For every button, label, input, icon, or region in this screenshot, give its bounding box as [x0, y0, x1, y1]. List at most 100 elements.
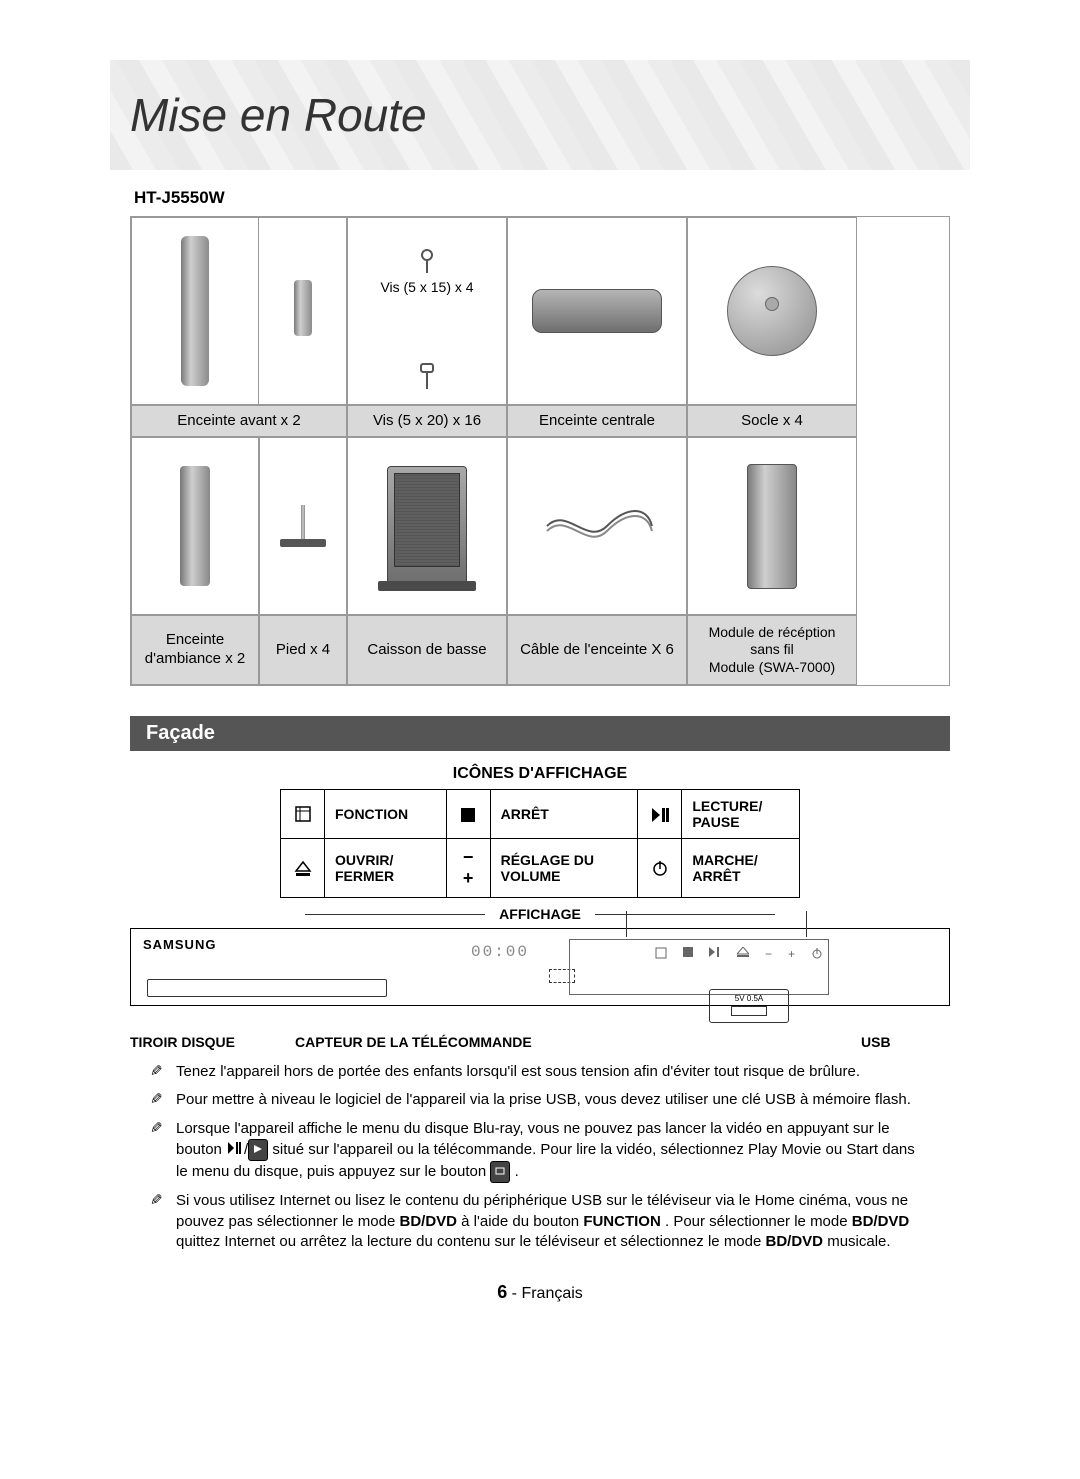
panel-fonction-icon: [655, 947, 667, 959]
part-cable-text: Câble de l'enceinte X 6: [520, 641, 674, 660]
panel-stop-icon: [683, 947, 693, 957]
inline-play-box-icon: [248, 1139, 268, 1161]
part-center-speaker-label: Enceinte centrale: [507, 405, 687, 437]
note-4-func: FUNCTION: [583, 1213, 661, 1230]
usb-slot: [731, 1006, 767, 1016]
part-socle-label: Socle x 4: [687, 405, 857, 437]
surround-icon: [180, 466, 210, 586]
panel-minus-icon: −: [765, 947, 772, 961]
part-surround-text: Enceinte d'ambiance x 2: [145, 631, 245, 669]
volume-label: RÉGLAGE DU VOLUME: [490, 839, 638, 898]
panel-play-icon: [709, 947, 721, 957]
note-4: Si vous utilisez Internet ou lisez le co…: [150, 1191, 930, 1252]
panel-power-icon: [811, 947, 823, 959]
usb-port: 5V 0.5A: [709, 989, 789, 1023]
page-footer: 6 - Français: [110, 1282, 970, 1303]
fonction-icon: [294, 805, 312, 823]
stop-icon: [460, 807, 476, 823]
part-screws-img: Vis (5 x 15) x 4: [347, 217, 507, 405]
part-foot-text: Pied x 4: [276, 641, 330, 660]
device-front-panel: SAMSUNG 00:00 − + 5V 0.5A: [130, 928, 950, 1006]
part-surround-img: [131, 437, 259, 615]
usb-label: USB: [655, 1034, 950, 1050]
foot-icon: [280, 505, 326, 547]
affichage-text: AFFICHAGE: [499, 906, 581, 922]
marche-label: MARCHE/ ARRÊT: [682, 839, 800, 898]
note-4d: quittez Internet ou arrêtez la lecture d…: [176, 1233, 766, 1250]
part-front-speaker-tap-img: [259, 217, 347, 405]
center-speaker-icon: [532, 289, 662, 333]
part-socle-text: Socle x 4: [741, 412, 803, 431]
note-4-bd1: BD/DVD: [399, 1213, 457, 1230]
part-subwoofer-img: [347, 437, 507, 615]
model-label: HT-J5550W: [134, 188, 970, 208]
part-module-text2: Module (SWA-7000): [709, 659, 835, 677]
panel-eject-icon: [737, 947, 749, 957]
part-front-speaker-text: Enceinte avant x 2: [177, 412, 300, 431]
tray-label: TIROIR DISQUE: [130, 1034, 295, 1050]
part-screws-label: Vis (5 x 20) x 16: [347, 405, 507, 437]
cable-icon: [537, 501, 657, 551]
speaker-icon: [181, 236, 209, 386]
power-icon: [651, 859, 669, 877]
note-2: Pour mettre à niveau le logiciel de l'ap…: [150, 1090, 930, 1110]
volume-icon-cell: − +: [446, 839, 490, 898]
screw-small-label: Vis (5 x 15) x 4: [380, 279, 473, 295]
socle-icon: [727, 266, 817, 356]
part-foot-img: [259, 437, 347, 615]
part-center-speaker-text: Enceinte centrale: [539, 412, 655, 431]
speaker-tap-icon: [294, 280, 312, 336]
part-subwoofer-text: Caisson de basse: [367, 641, 486, 660]
icon-table-title: ICÔNES D'AFFICHAGE: [130, 765, 950, 783]
module-icon: [747, 464, 797, 589]
note-4b: à l'aide du bouton: [461, 1213, 583, 1230]
section-facade-text: Façade: [146, 722, 215, 744]
marche-icon-cell: [638, 839, 682, 898]
icon-area: ICÔNES D'AFFICHAGE FONCTION ARRÊT LECTUR…: [130, 765, 950, 922]
subwoofer-icon: [387, 466, 467, 586]
part-cable-label: Câble de l'enceinte X 6: [507, 615, 687, 685]
lecture-label: LECTURE/ PAUSE: [682, 790, 800, 839]
note-4-bd2: BD/DVD: [852, 1213, 910, 1230]
page: Mise en Route HT-J5550W Vis (5 x 15) x 4: [0, 0, 1080, 1343]
part-surround-label: Enceinte d'ambiance x 2: [131, 615, 259, 685]
eject-icon: [294, 861, 312, 877]
affichage-label: AFFICHAGE: [130, 906, 950, 922]
fonction-icon-cell: [281, 790, 325, 839]
banner-title: Mise en Route: [130, 88, 427, 142]
part-module-label: Module de récéption sans fil Module (SWA…: [687, 615, 857, 685]
brand-label: SAMSUNG: [143, 937, 216, 952]
ouvrir-label: OUVRIR/ FERMER: [325, 839, 447, 898]
section-facade: Façade: [130, 716, 950, 751]
inline-enter-box-icon: [490, 1161, 510, 1183]
note-2-text: Pour mettre à niveau le logiciel de l'ap…: [176, 1091, 911, 1108]
part-front-speaker-label: Enceinte avant x 2: [131, 405, 347, 437]
note-1-text: Tenez l'appareil hors de portée des enfa…: [176, 1063, 860, 1080]
disc-tray: [147, 979, 387, 997]
display-digits: 00:00: [471, 943, 529, 961]
note-3b: situé sur l'appareil ou la télécommande.…: [176, 1141, 915, 1180]
part-socle-img: [687, 217, 857, 405]
panel-plus-icon: +: [788, 947, 795, 961]
screw-large-icon: [420, 363, 434, 373]
part-cable-img: [507, 437, 687, 615]
lecture-icon-cell: [638, 790, 682, 839]
note-3c: .: [515, 1163, 519, 1180]
part-front-speaker-img: [131, 217, 259, 405]
note-3: Lorsque l'appareil affiche le menu du di…: [150, 1119, 930, 1184]
icon-table: FONCTION ARRÊT LECTURE/ PAUSE OUVRIR/ FE…: [280, 789, 800, 898]
inline-play-pause-icon: [226, 1140, 244, 1160]
note-1: Tenez l'appareil hors de portée des enfa…: [150, 1062, 930, 1082]
screw-small-icon: [421, 249, 433, 261]
volume-icon: − +: [463, 847, 474, 888]
fonction-label: FONCTION: [325, 790, 447, 839]
parts-grid: Vis (5 x 15) x 4 Enceinte avant x 2 Vis …: [130, 216, 950, 686]
note-4e: musicale.: [827, 1233, 890, 1250]
note-4-bd3: BD/DVD: [766, 1233, 824, 1250]
panel-icons: − +: [655, 947, 823, 961]
play-pause-icon: [651, 807, 669, 823]
sensor-label: CAPTEUR DE LA TÉLÉCOMMANDE: [295, 1034, 655, 1050]
part-subwoofer-label: Caisson de basse: [347, 615, 507, 685]
banner: Mise en Route: [110, 60, 970, 170]
part-module-img: [687, 437, 857, 615]
